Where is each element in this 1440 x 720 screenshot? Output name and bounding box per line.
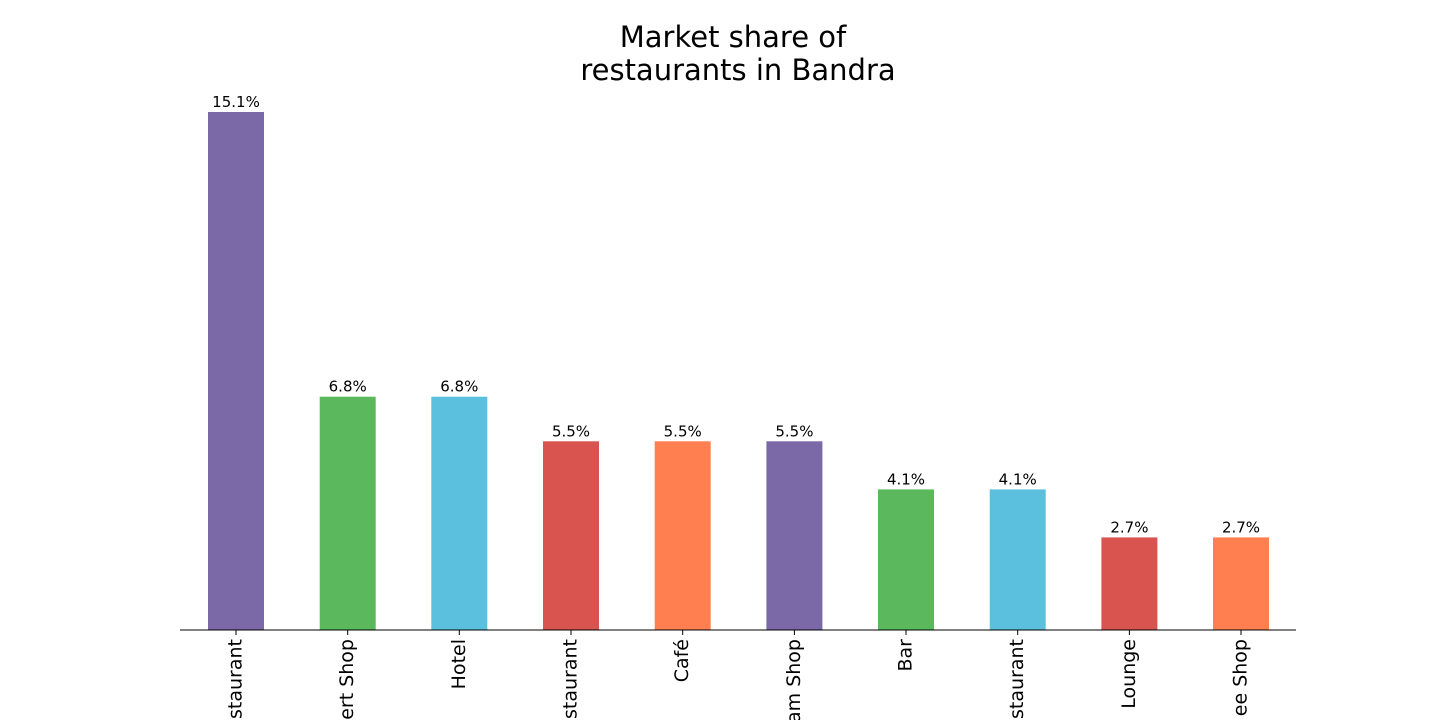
bar-8 (1101, 537, 1158, 630)
bar-5 (766, 441, 823, 630)
bar-1 (319, 396, 376, 630)
bar-6 (878, 489, 934, 630)
bars-group (208, 112, 1269, 630)
x-tick-label-8: Lounge (1118, 639, 1140, 709)
bar-0 (208, 112, 264, 630)
x-tick-label-9: ee Shop (1230, 639, 1252, 716)
bar-3 (543, 441, 599, 630)
x-tick-label-1: ert Shop (336, 639, 358, 720)
bar-value-label-9: 2.7% (1222, 518, 1260, 536)
x-tick-label-0: staurant (225, 639, 247, 719)
x-tick-label-5: am Shop (783, 639, 805, 720)
x-axis-ticks: staurant ert Shop Hotel staurant Café am Shop… (225, 630, 1252, 720)
chart-title-line-1: Market share of (620, 20, 847, 54)
bar-4 (654, 441, 711, 630)
bar-value-label-8: 2.7% (1110, 518, 1148, 536)
x-tick-label-4: Café (671, 639, 693, 682)
bar-value-label-7: 4.1% (999, 470, 1037, 488)
chart-title: Market share of restaurants in Bandra (580, 20, 895, 87)
bar-value-label-1: 6.8% (329, 378, 367, 396)
bar-value-label-2: 6.8% (440, 378, 478, 396)
bar-value-label-5: 5.5% (775, 422, 813, 440)
x-tick-label-6: Bar (895, 639, 917, 672)
bar-value-label-4: 5.5% (664, 422, 702, 440)
bar-2 (431, 396, 488, 630)
chart-title-line-2: restaurants in Bandra (580, 53, 895, 87)
bar-value-label-6: 4.1% (887, 470, 925, 488)
bar-9 (1213, 537, 1269, 630)
x-tick-label-7: staurant (1006, 639, 1028, 719)
bar-value-label-0: 15.1% (212, 93, 260, 111)
bar-value-label-3: 5.5% (552, 422, 590, 440)
x-tick-label-2: Hotel (448, 639, 470, 689)
bar-7 (989, 489, 1046, 630)
x-tick-label-3: staurant (560, 639, 582, 719)
value-labels-group: 15.1% 6.8% 6.8% 5.5% 5.5% 5.5% 4.1% 4.1% 2.7% 2.7… (212, 93, 1260, 536)
